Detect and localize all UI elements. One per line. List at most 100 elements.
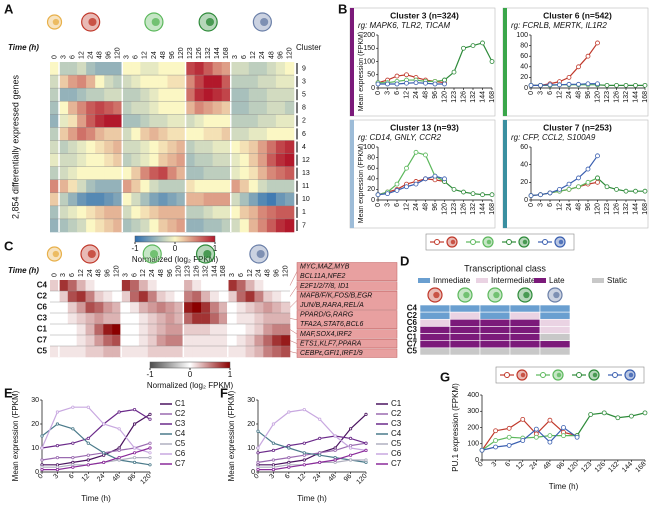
heatmap-cell xyxy=(104,101,114,115)
x-tick-label: 6 xyxy=(547,203,554,207)
data-point xyxy=(318,460,322,464)
y-tick-label: 0 xyxy=(371,197,375,204)
series-line xyxy=(530,155,598,197)
legend-label: C4 xyxy=(175,429,186,438)
x-tick-label: 48 xyxy=(575,91,582,99)
heatmap-cell xyxy=(94,302,104,314)
heatmap-cell xyxy=(230,101,241,115)
cluster-swatch xyxy=(296,76,298,88)
heatmap-cell xyxy=(77,127,87,141)
heatmap-cell xyxy=(149,166,159,180)
column-label: 12 xyxy=(78,269,85,277)
column-label: 24 xyxy=(256,269,263,277)
data-point xyxy=(585,81,591,87)
heatmap-cell xyxy=(257,75,268,89)
heatmap-cell xyxy=(86,218,96,233)
class-cell xyxy=(419,311,451,320)
heatmap-cell xyxy=(176,166,186,180)
x-tick-label: 96 xyxy=(585,91,592,99)
column-label: 6 xyxy=(133,55,140,59)
heatmap-cell xyxy=(113,205,123,220)
heatmap-cell xyxy=(248,101,259,115)
data-point xyxy=(333,448,337,452)
heatmap-cell xyxy=(67,302,77,314)
heatmap-cell xyxy=(122,88,132,102)
heatmap-cell xyxy=(138,302,149,314)
class-cell xyxy=(479,304,511,313)
data-point xyxy=(423,176,428,182)
heatmap-cell xyxy=(230,166,241,180)
heatmap-cell xyxy=(176,179,186,194)
heatmap-cell xyxy=(50,205,60,220)
cluster-swatch xyxy=(296,141,298,153)
heatmap-cell xyxy=(158,205,168,220)
x-tick-label: 3 xyxy=(268,473,276,481)
cell-nucleus xyxy=(486,239,492,245)
x-tick-label: 12 xyxy=(515,461,526,472)
data-point xyxy=(489,59,495,64)
y-tick-label: 30 xyxy=(31,397,39,404)
heatmap-cell xyxy=(67,313,77,325)
heatmap-cell xyxy=(212,140,223,154)
data-point xyxy=(404,165,409,171)
heatmap-cell xyxy=(59,88,69,102)
data-point xyxy=(302,407,306,412)
data-point xyxy=(480,40,485,46)
column-label: 132 xyxy=(205,47,212,59)
data-point xyxy=(71,427,75,431)
row-label: C4 xyxy=(407,304,418,313)
heatmap-cell xyxy=(201,280,211,292)
legend-label: Late xyxy=(549,276,565,285)
series-line xyxy=(41,423,151,466)
data-point xyxy=(364,412,368,416)
panel-letter: E xyxy=(4,385,13,400)
x-tick-label: 24 xyxy=(96,473,107,484)
heatmap-cell xyxy=(68,166,78,180)
x-tick-label: 168 xyxy=(642,203,649,215)
data-point xyxy=(132,455,137,460)
heatmap-cell xyxy=(140,101,150,115)
heatmap-cell xyxy=(103,302,113,314)
heatmap-cell xyxy=(248,166,259,180)
heatmap-cell xyxy=(266,179,277,194)
heatmap-cell xyxy=(176,127,186,141)
cluster-label: 11 xyxy=(302,183,309,190)
heatmap-cell xyxy=(194,62,204,76)
heatmap-cell xyxy=(95,179,105,194)
panel-title: Cluster 7 (n=253) xyxy=(543,122,612,132)
heatmap-cell xyxy=(50,335,60,347)
heatmap-cell xyxy=(230,205,241,220)
column-label: 6 xyxy=(69,273,76,277)
row-label: C3 xyxy=(407,325,418,334)
column-label: 120 xyxy=(178,47,185,59)
heatmap-cell xyxy=(212,62,223,76)
heatmap-cell xyxy=(156,291,166,303)
y-tick-label: 40 xyxy=(367,176,375,183)
x-tick-label: 123 xyxy=(451,203,458,215)
data-point xyxy=(55,410,60,414)
heatmap-cell xyxy=(140,75,150,89)
y-tick-label: 10 xyxy=(31,445,39,452)
heatmap-cell xyxy=(113,192,123,207)
heatmap-cell xyxy=(275,88,286,102)
series-line xyxy=(41,408,151,449)
cluster-label: 13 xyxy=(302,170,310,177)
data-point xyxy=(493,438,498,443)
heatmap-cell xyxy=(50,313,60,325)
heatmap-cell xyxy=(67,335,77,347)
data-point xyxy=(585,166,591,172)
data-point xyxy=(413,181,419,187)
heatmap-cell xyxy=(174,291,184,303)
heatmap-cell xyxy=(201,302,211,314)
heatmap-cell xyxy=(85,346,95,358)
x-tick-label: 24 xyxy=(566,203,573,211)
heatmap-cell xyxy=(230,179,241,194)
heatmap-cell xyxy=(113,218,123,233)
heatmap-cell xyxy=(185,218,195,233)
x-tick-label: 48 xyxy=(422,91,429,99)
heatmap-cell xyxy=(104,166,114,180)
heatmap-cell xyxy=(131,101,141,115)
heatmap-cell xyxy=(94,335,104,347)
cluster-label: 8 xyxy=(302,105,306,112)
heatmap-cell xyxy=(239,179,250,194)
